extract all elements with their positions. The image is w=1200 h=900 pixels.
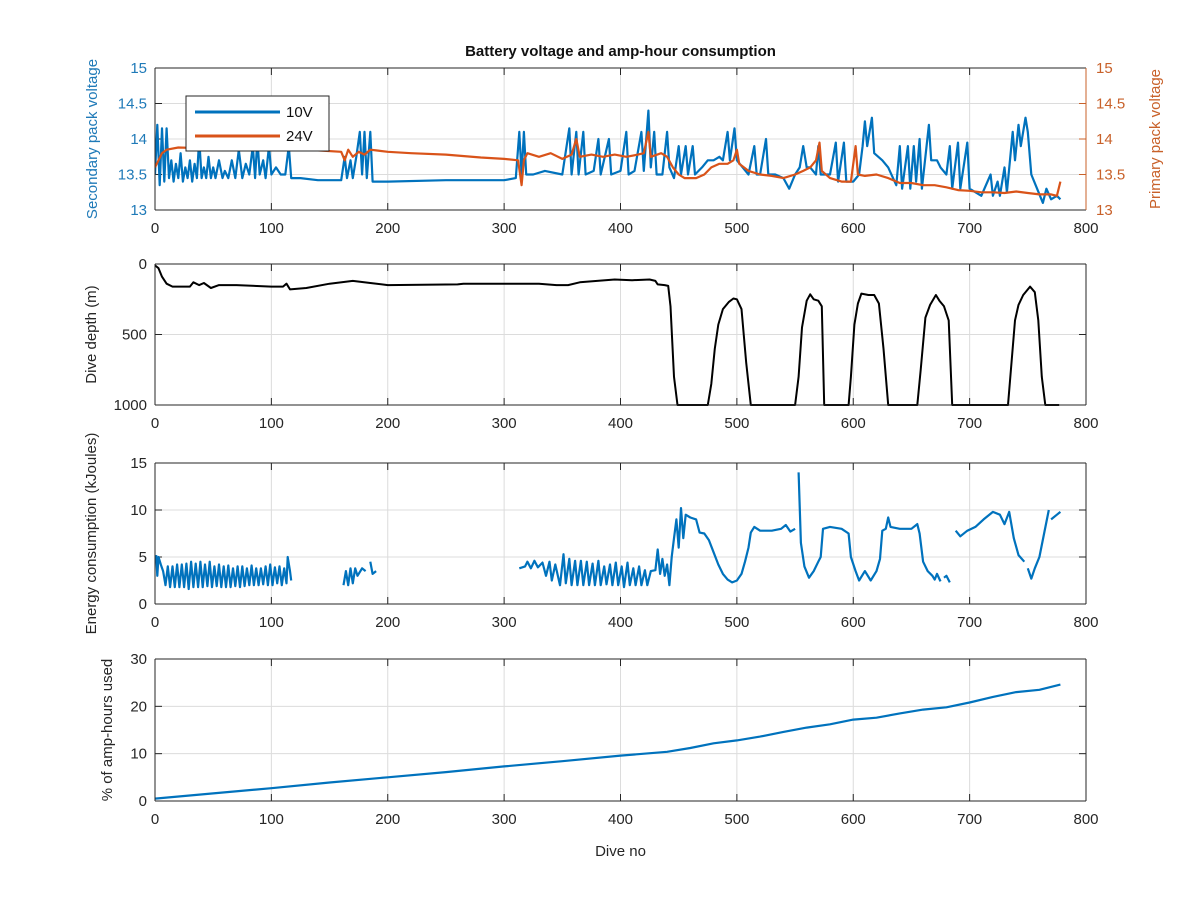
x-tick-label: 600 bbox=[841, 811, 866, 828]
y-tick-label: 5 bbox=[139, 549, 147, 566]
x-tick-label: 600 bbox=[841, 220, 866, 237]
chart-title: Battery voltage and amp-hour consumption bbox=[465, 43, 776, 60]
series-line-energy bbox=[797, 472, 942, 582]
y-tick-label: 10 bbox=[130, 502, 147, 519]
series-line-energy bbox=[155, 555, 293, 591]
x-tick-label: 800 bbox=[1073, 220, 1098, 237]
y-tick-label: 13.5 bbox=[118, 167, 147, 184]
x-tick-label: 300 bbox=[492, 415, 517, 432]
series-line-energy bbox=[342, 567, 367, 587]
x-tick-label: 0 bbox=[151, 614, 159, 631]
y-right-tick-label: 13 bbox=[1096, 202, 1113, 219]
y-tick-label: 14 bbox=[130, 131, 147, 148]
x-tick-label: 200 bbox=[375, 220, 400, 237]
x-tick-label: 300 bbox=[492, 614, 517, 631]
x-tick-label: 200 bbox=[375, 415, 400, 432]
x-tick-label: 800 bbox=[1073, 415, 1098, 432]
x-tick-label: 700 bbox=[957, 415, 982, 432]
x-tick-label: 600 bbox=[841, 415, 866, 432]
y-tick-label: 13 bbox=[130, 202, 147, 219]
y-right-tick-label: 15 bbox=[1096, 60, 1113, 77]
series-line-energy bbox=[1026, 509, 1050, 580]
series-line-energy bbox=[369, 561, 377, 575]
x-tick-label: 700 bbox=[957, 220, 982, 237]
x-tick-label: 300 bbox=[492, 811, 517, 828]
x-axis-label: Dive no bbox=[595, 843, 646, 860]
y-tick-label: 10 bbox=[130, 746, 147, 763]
x-tick-label: 500 bbox=[724, 811, 749, 828]
y-tick-label: 15 bbox=[130, 455, 147, 472]
x-tick-label: 500 bbox=[724, 220, 749, 237]
x-tick-label: 400 bbox=[608, 614, 633, 631]
legend-label: 10V bbox=[286, 104, 313, 121]
y-axis-label: % of amp-hours used bbox=[99, 659, 116, 802]
y-tick-label: 30 bbox=[130, 651, 147, 668]
x-tick-label: 0 bbox=[151, 415, 159, 432]
x-tick-label: 800 bbox=[1073, 614, 1098, 631]
x-tick-label: 700 bbox=[957, 811, 982, 828]
x-tick-label: 700 bbox=[957, 614, 982, 631]
x-tick-label: 800 bbox=[1073, 811, 1098, 828]
x-tick-label: 100 bbox=[259, 220, 284, 237]
legend-label: 24V bbox=[286, 128, 313, 145]
y-tick-label: 0 bbox=[139, 256, 147, 273]
x-tick-label: 0 bbox=[151, 811, 159, 828]
x-tick-label: 500 bbox=[724, 415, 749, 432]
x-tick-label: 400 bbox=[608, 220, 633, 237]
x-tick-label: 400 bbox=[608, 415, 633, 432]
x-tick-label: 0 bbox=[151, 220, 159, 237]
axes-voltage: 0 100 200 300 400 500 600 700 8001313.51414.5151… bbox=[84, 43, 1164, 237]
y-axis-label-left: Secondary pack voltage bbox=[84, 59, 101, 219]
series-line-amp-hours bbox=[155, 683, 1061, 800]
y-right-tick-label: 14 bbox=[1096, 131, 1113, 148]
series-line-10v bbox=[155, 109, 1062, 204]
y-tick-label: 0 bbox=[139, 793, 147, 810]
x-tick-label: 300 bbox=[492, 220, 517, 237]
x-tick-label: 100 bbox=[259, 614, 284, 631]
y-axis-label-right: Primary pack voltage bbox=[1147, 69, 1164, 209]
x-tick-label: 400 bbox=[608, 811, 633, 828]
axes-amphours: 0 100 200 300 400 500 600 700 800 0 10 20 30 % of amp… bbox=[99, 651, 1099, 860]
y-axis-label: Energy consumption (kJoules) bbox=[83, 433, 100, 635]
x-tick-label: 200 bbox=[375, 811, 400, 828]
series-line-depth bbox=[155, 264, 1060, 406]
axes-depth: 0 100 200 300 400 500 600 700 800 0 500 1000 Dive de… bbox=[83, 256, 1099, 432]
y-tick-label: 14.5 bbox=[118, 96, 147, 113]
x-tick-label: 200 bbox=[375, 614, 400, 631]
y-right-tick-label: 14.5 bbox=[1096, 96, 1125, 113]
series-line-24v bbox=[155, 130, 1062, 197]
y-tick-label: 20 bbox=[130, 698, 147, 715]
series-line-energy bbox=[954, 510, 1026, 563]
axes-energy: 0 100 200 300 400 500 600 700 800 0 5 10 15 Energy co… bbox=[83, 433, 1099, 635]
y-tick-label: 15 bbox=[130, 60, 147, 77]
series-line-energy bbox=[1050, 511, 1062, 521]
y-tick-label: 500 bbox=[122, 327, 147, 344]
legend-box bbox=[185, 95, 330, 152]
x-tick-label: 600 bbox=[841, 614, 866, 631]
y-axis-label: Dive depth (m) bbox=[83, 285, 100, 383]
x-tick-label: 500 bbox=[724, 614, 749, 631]
x-tick-label: 100 bbox=[259, 415, 284, 432]
y-right-tick-label: 13.5 bbox=[1096, 167, 1125, 184]
x-tick-label: 100 bbox=[259, 811, 284, 828]
y-tick-label: 1000 bbox=[114, 397, 147, 414]
y-tick-label: 0 bbox=[139, 596, 147, 613]
series-line-energy bbox=[943, 574, 951, 583]
series-line-energy bbox=[518, 507, 796, 589]
